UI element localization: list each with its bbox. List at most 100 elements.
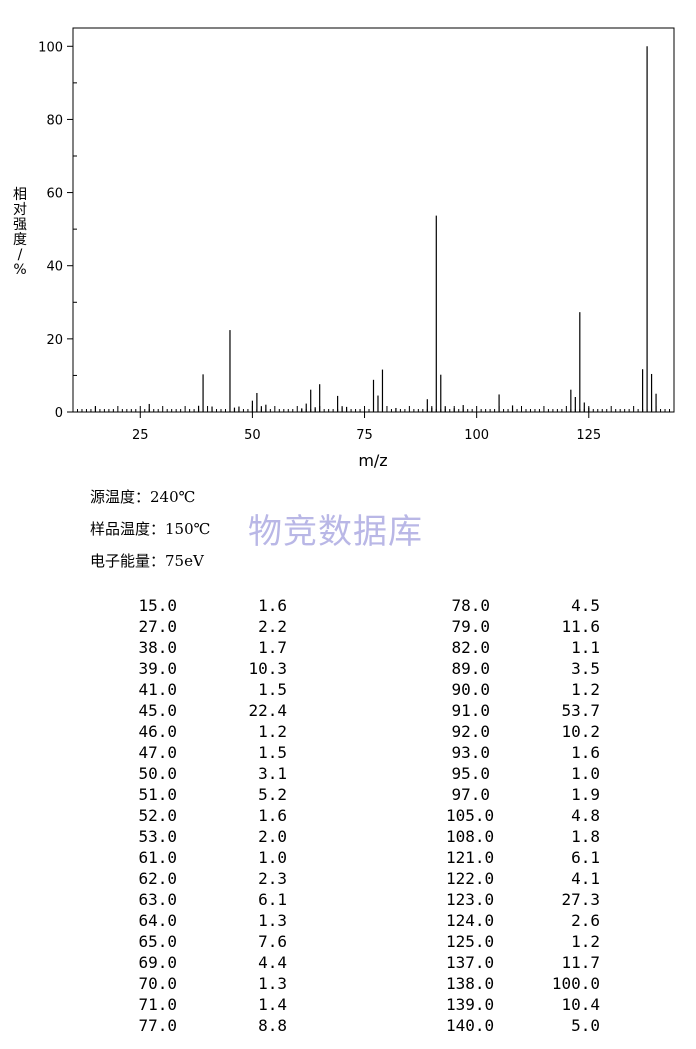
peak-row: 138.0 100.0 <box>446 974 600 995</box>
peak-intensity: 1.5 <box>258 680 287 699</box>
peak-mz: 78.0 <box>451 596 490 615</box>
peak-intensity: 1.4 <box>258 995 287 1014</box>
x-tick-label: 75 <box>356 428 373 443</box>
peak-intensity: 10.4 <box>561 995 600 1014</box>
x-tick-label: 100 <box>464 428 489 443</box>
peak-row: 95.0 1.0 <box>446 764 600 785</box>
peak-mz: 138.0 <box>446 974 495 993</box>
peak-mz: 79.0 <box>451 617 490 636</box>
peak-intensity: 1.2 <box>571 932 600 951</box>
condition-line: 电子能量：75eV <box>90 550 204 571</box>
peak-row: 45.0 22.4 <box>133 701 287 722</box>
y-tick-label: 40 <box>46 260 63 275</box>
peak-row: 93.0 1.6 <box>446 743 600 764</box>
peak-mz: 47.0 <box>138 743 177 762</box>
peak-intensity: 2.2 <box>258 617 287 636</box>
peak-intensity: 4.8 <box>571 806 600 825</box>
y-tick-label: 60 <box>46 187 63 202</box>
peak-mz: 125.0 <box>446 932 495 951</box>
peak-mz: 122.0 <box>446 869 495 888</box>
peak-intensity: 1.6 <box>258 596 287 615</box>
peak-mz: 139.0 <box>446 995 495 1014</box>
peak-mz: 82.0 <box>451 638 490 657</box>
peak-mz: 45.0 <box>138 701 177 720</box>
peak-intensity: 6.1 <box>571 848 600 867</box>
peak-intensity: 27.3 <box>561 890 600 909</box>
peak-mz: 90.0 <box>451 680 490 699</box>
peak-mz: 46.0 <box>138 722 177 741</box>
x-axis-ticks: 25 50 75 100 125 <box>132 412 601 443</box>
peak-row: 91.0 53.7 <box>446 701 600 722</box>
peak-row: 71.0 1.4 <box>133 995 287 1016</box>
peak-row: 47.0 1.5 <box>133 743 287 764</box>
condition-value: 75eV <box>165 552 204 570</box>
peak-row: 46.0 1.2 <box>133 722 287 743</box>
peak-intensity: 1.1 <box>571 638 600 657</box>
plot-frame <box>72 27 675 413</box>
watermark: 物竞数据库 <box>248 512 423 552</box>
peak-intensity: 1.6 <box>258 806 287 825</box>
peak-mz: 63.0 <box>138 890 177 909</box>
condition-value: 150℃ <box>165 520 211 538</box>
y-tick-label: 100 <box>38 40 63 55</box>
peak-row: 121.0 6.1 <box>446 848 600 869</box>
peak-intensity: 100.0 <box>551 974 600 993</box>
x-tick-label: 25 <box>132 428 149 443</box>
y-tick-label: 80 <box>46 113 63 128</box>
peak-row: 62.0 2.3 <box>133 869 287 890</box>
peak-mz: 64.0 <box>138 911 177 930</box>
x-axis-label: m/z <box>358 451 387 470</box>
peak-row: 39.0 10.3 <box>133 659 287 680</box>
peak-mz: 61.0 <box>138 848 177 867</box>
peak-mz: 97.0 <box>451 785 490 804</box>
peak-row: 70.0 1.3 <box>133 974 287 995</box>
peak-row: 123.0 27.3 <box>446 890 600 911</box>
peak-intensity: 1.8 <box>571 827 600 846</box>
peak-row: 63.0 6.1 <box>133 890 287 911</box>
peak-mz: 105.0 <box>446 806 495 825</box>
peak-mz: 27.0 <box>138 617 177 636</box>
peak-row: 27.0 2.2 <box>133 617 287 638</box>
peak-row: 65.0 7.6 <box>133 932 287 953</box>
peak-mz: 70.0 <box>138 974 177 993</box>
peak-intensity: 1.3 <box>258 911 287 930</box>
peak-intensity: 53.7 <box>561 701 600 720</box>
y-axis-ticks: 0 20 40 60 80 100 <box>38 40 73 421</box>
peak-intensity: 2.0 <box>258 827 287 846</box>
x-tick-label: 125 <box>576 428 601 443</box>
peak-intensity: 3.1 <box>258 764 287 783</box>
peak-intensity: 4.5 <box>571 596 600 615</box>
condition-line: 样品温度：150℃ <box>90 518 210 539</box>
peak-intensity: 4.1 <box>571 869 600 888</box>
peak-intensity: 2.3 <box>258 869 287 888</box>
peak-row: 139.0 10.4 <box>446 995 600 1016</box>
peak-intensity: 1.6 <box>571 743 600 762</box>
peak-intensity: 1.0 <box>571 764 600 783</box>
peak-intensity: 8.8 <box>258 1016 287 1035</box>
peak-mz: 50.0 <box>138 764 177 783</box>
peak-row: 122.0 4.1 <box>446 869 600 890</box>
peak-intensity: 2.6 <box>571 911 600 930</box>
peak-intensity: 11.7 <box>561 953 600 972</box>
condition-label: 样品温度： <box>90 520 166 538</box>
peak-mz: 65.0 <box>138 932 177 951</box>
peak-row: 79.0 11.6 <box>446 617 600 638</box>
y-axis-label-char: 相 <box>13 187 27 203</box>
peak-intensity: 1.0 <box>258 848 287 867</box>
peak-mz: 121.0 <box>446 848 495 867</box>
peak-mz: 92.0 <box>451 722 490 741</box>
peak-mz: 69.0 <box>138 953 177 972</box>
peak-row: 15.0 1.6 <box>133 596 287 617</box>
peak-intensity: 10.2 <box>561 722 600 741</box>
peak-mz: 95.0 <box>451 764 490 783</box>
condition-line: 源温度：240℃ <box>90 486 195 507</box>
y-tick-label: 0 <box>55 406 63 421</box>
peak-intensity: 1.2 <box>571 680 600 699</box>
peak-mz: 91.0 <box>451 701 490 720</box>
peak-mz: 77.0 <box>138 1016 177 1035</box>
y-axis-label-char: % <box>13 262 26 278</box>
peak-row: 90.0 1.2 <box>446 680 600 701</box>
peak-mz: 52.0 <box>138 806 177 825</box>
